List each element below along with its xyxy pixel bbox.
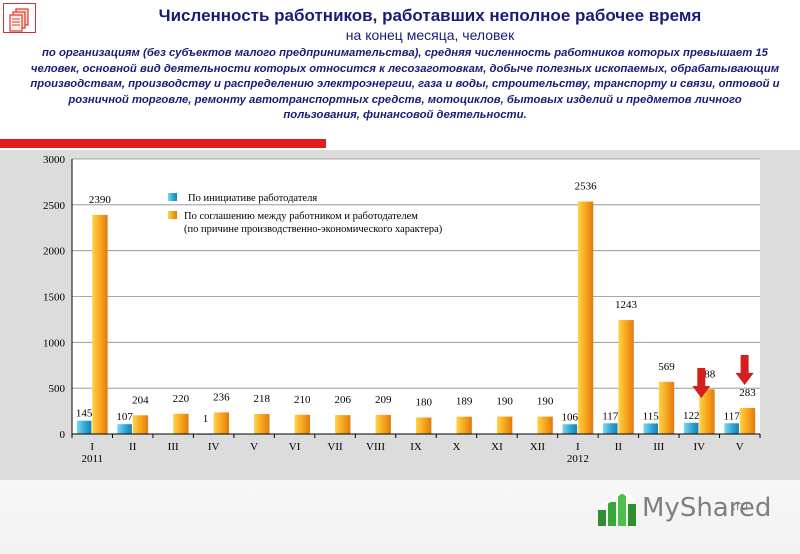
- arrow-shaft: [740, 355, 749, 373]
- x-tick-label: IV: [208, 441, 220, 453]
- data-label-blue: 122: [683, 410, 700, 422]
- y-tick-label: 2500: [43, 200, 66, 212]
- bar-agreement: [537, 416, 553, 434]
- data-label-orange: 236: [213, 391, 230, 403]
- legend-label-orange-cont: (по причине производственно-экономическо…: [184, 224, 443, 235]
- data-label-blue: 117: [602, 410, 619, 422]
- data-label-orange: 190: [496, 396, 513, 408]
- x-tick-label: II: [129, 441, 137, 453]
- bar-chart: 145 2390 107 204 220 1 236 218 210 206 209 180 189 19…: [43, 154, 761, 465]
- data-label-orange: 209: [375, 394, 392, 406]
- bar-agreement: [92, 214, 108, 434]
- data-label-blue: 106: [562, 411, 579, 423]
- arrow-head: [692, 386, 711, 398]
- bar-initiative-employer: [724, 423, 739, 434]
- red-accent-bar: [0, 139, 326, 148]
- x-tick-label: XI: [491, 441, 503, 453]
- data-label-orange: 218: [254, 393, 271, 405]
- document-icon: [3, 3, 36, 33]
- legend-swatch-orange: [168, 211, 177, 219]
- data-label-orange: 569: [658, 361, 675, 373]
- bar-initiative-employer: [643, 423, 659, 434]
- chart-area: 145 2390 107 204 220 1 236 218 210 206 209 180 189 19…: [0, 150, 800, 480]
- bar-initiative-employer: [76, 420, 92, 434]
- y-tick-label: 3000: [43, 154, 66, 166]
- data-label-orange: 2536: [575, 181, 598, 193]
- data-label-blue: 117: [724, 410, 741, 422]
- bar-agreement: [577, 201, 594, 434]
- data-label-orange: 190: [537, 396, 554, 408]
- slide-description: по организациям (без субъектов малого пр…: [30, 47, 780, 121]
- bar-initiative-employer: [117, 424, 132, 434]
- x-tick-label: X: [452, 441, 460, 453]
- myshared-logo: MyShared .ru: [596, 490, 776, 530]
- bar-agreement: [618, 320, 634, 434]
- bar-agreement: [699, 389, 715, 434]
- y-tick-label: 2000: [43, 246, 66, 258]
- data-label-orange: 283: [739, 387, 756, 399]
- bar-initiative-employer: [602, 423, 618, 434]
- data-label-blue: 107: [116, 411, 133, 423]
- bar-agreement: [173, 413, 189, 434]
- x-tick-label: VIII: [366, 441, 385, 453]
- data-label-orange: 180: [415, 397, 432, 409]
- x-tick-label: II: [615, 441, 623, 453]
- data-label-orange: 204: [132, 394, 149, 406]
- legend-label-blue: По инициативе работодателя: [188, 193, 317, 204]
- bar-agreement: [294, 414, 310, 434]
- bar-agreement: [658, 381, 675, 434]
- bar-agreement: [254, 414, 270, 434]
- bar-agreement: [375, 414, 391, 434]
- bar-agreement: [416, 417, 432, 434]
- x-tick-label: V: [250, 441, 258, 453]
- bar-agreement: [456, 416, 472, 434]
- data-label-orange: 2390: [89, 194, 112, 206]
- bar-agreement: [213, 412, 230, 434]
- data-label-orange: 210: [294, 394, 311, 406]
- data-label-blue: 145: [76, 408, 93, 420]
- legend-swatch-blue: [168, 193, 177, 201]
- x-tick-label: VI: [289, 441, 301, 453]
- logo-text: MyShared: [642, 493, 772, 523]
- data-label-orange: 220: [173, 393, 190, 405]
- bar-agreement: [335, 415, 351, 434]
- year-label: 2012: [567, 453, 589, 465]
- data-label-blue: 115: [643, 410, 660, 422]
- data-label-orange: 206: [334, 394, 351, 406]
- x-tick-label: XII: [530, 441, 546, 453]
- y-tick-label: 1000: [43, 337, 66, 349]
- x-tick-label: I: [90, 441, 94, 453]
- data-label-orange: 1243: [615, 299, 638, 311]
- logo-chart-icon: [597, 490, 637, 526]
- red-down-arrow: [735, 355, 754, 385]
- legend-label-orange: По соглашению между работником и работод…: [184, 211, 418, 222]
- y-tick-label: 500: [49, 383, 66, 395]
- bar-agreement: [739, 408, 756, 434]
- bar-initiative-employer: [683, 422, 699, 434]
- bar-agreement: [132, 415, 149, 434]
- x-tick-label: IX: [410, 441, 422, 453]
- data-label-orange: 189: [456, 396, 473, 408]
- slide-subtitle: на конец месяца, человек: [345, 27, 515, 43]
- x-tick-label: V: [736, 441, 744, 453]
- x-tick-label: VII: [327, 441, 343, 453]
- x-tick-label: I: [576, 441, 580, 453]
- bar-agreement: [496, 416, 513, 434]
- year-label: 2011: [81, 453, 103, 465]
- data-label-blue: 1: [203, 413, 209, 425]
- slide-title: Численность работников, работавших непол…: [158, 6, 702, 25]
- x-tick-label: III: [653, 441, 664, 453]
- bar-initiative-employer: [562, 424, 578, 434]
- y-tick-label: 0: [60, 429, 66, 441]
- red-down-arrow: [692, 368, 711, 398]
- arrow-shaft: [697, 368, 706, 386]
- arrow-head: [735, 373, 754, 385]
- x-tick-label: IV: [693, 441, 705, 453]
- logo-domain: .ru: [732, 499, 749, 513]
- y-tick-label: 1500: [43, 292, 66, 304]
- x-tick-label: III: [168, 441, 179, 453]
